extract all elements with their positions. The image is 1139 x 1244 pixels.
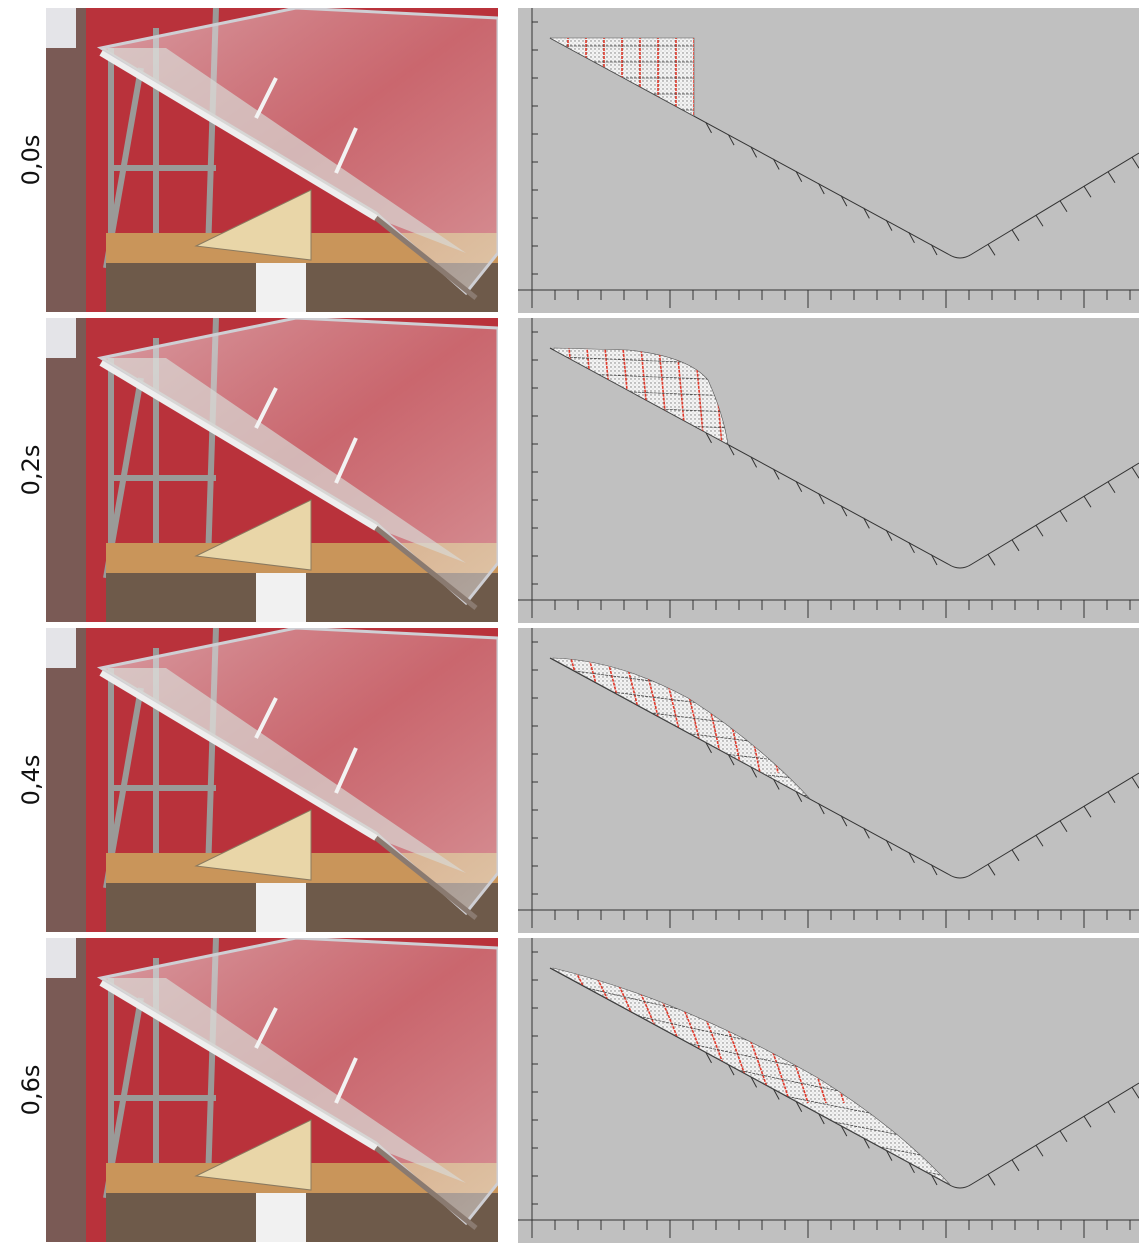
time-label: 0,4s [17, 755, 45, 806]
simulation-panel [518, 628, 1139, 933]
experiment-photo [46, 628, 498, 932]
figure: 0,0s 0,2s 0,4s 0,6s [0, 0, 1139, 1244]
row: 0,2s [17, 318, 1139, 623]
row: 0,4s [17, 628, 1139, 933]
simulation-panel [518, 318, 1139, 623]
row: 0,0s [17, 8, 1139, 313]
simulation-panel [518, 938, 1139, 1244]
page: 0,0s0,2s0,4s0,6s (() => { const data = J… [0, 0, 1139, 1244]
experiment-photo [46, 938, 498, 1242]
experiment-photo [46, 8, 498, 312]
time-label: 0,6s [17, 1065, 45, 1116]
time-label: 0,0s [17, 135, 45, 186]
row: 0,6s [17, 938, 1139, 1244]
simulation-panel [518, 8, 1139, 313]
time-label: 0,2s [17, 445, 45, 496]
experiment-photo [46, 318, 498, 622]
